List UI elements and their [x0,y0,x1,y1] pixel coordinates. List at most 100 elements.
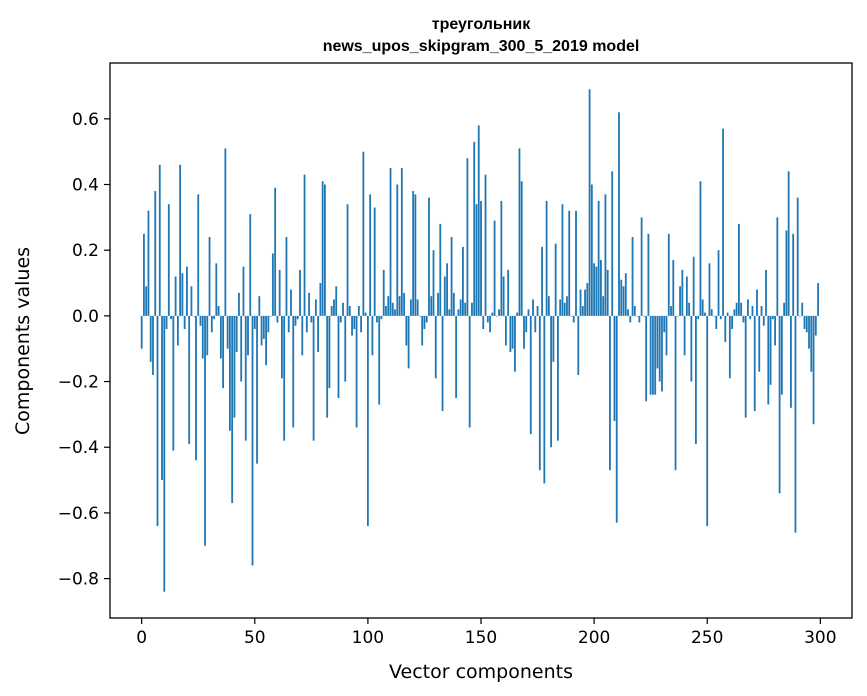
bar [480,200,482,316]
bar [520,181,523,316]
bar [817,283,819,316]
bar [357,306,360,316]
bar [722,128,724,316]
bar [674,315,677,471]
bar [808,315,810,349]
bar [403,292,405,316]
bar [244,315,247,441]
bar [292,315,295,428]
bar [319,283,322,316]
y-tick-label: 0.2 [72,241,99,261]
bar [165,315,168,330]
y-tick-label: 0.6 [72,110,99,130]
bar [713,315,715,317]
bar [760,306,763,316]
y-tick-label: 0.4 [72,176,99,196]
bar [751,306,754,316]
bar [310,315,313,323]
bar [579,289,582,316]
bar [695,315,697,444]
bar [801,302,804,316]
bar [774,315,776,346]
bar [710,309,713,316]
bar [423,315,426,330]
bar [206,315,209,356]
bar [715,315,718,330]
bar [228,315,231,431]
bar [240,315,243,382]
bar [638,315,641,323]
bar [385,306,387,316]
bar [364,312,367,316]
bar [771,315,774,320]
y-tick-label: −0.6 [58,504,99,524]
bar [432,250,435,316]
bar [369,194,372,316]
bar [473,141,476,316]
bar [652,315,654,395]
bar [489,315,491,333]
bar [450,237,453,316]
bar [559,299,562,316]
bar [217,306,220,316]
bar [414,194,417,316]
bar [416,299,419,316]
bar [344,315,347,382]
bar [186,266,188,316]
bar [428,197,430,316]
bar [581,306,584,316]
bar [486,315,489,323]
bar [226,315,229,349]
bar [769,315,772,385]
bar [624,273,627,316]
bar [697,315,700,320]
bar [330,306,333,316]
bar [398,296,401,316]
bar [676,315,679,317]
bar [762,315,765,326]
bar [740,302,743,316]
chart-title: треугольник [432,16,532,33]
bar [753,315,756,412]
bar [382,269,385,316]
bar [466,158,469,316]
bar [552,315,555,362]
bar [269,315,272,317]
bar [747,299,749,316]
bar [208,237,211,316]
bar [145,286,148,316]
bar [342,302,344,316]
y-axis-label: Components values [12,247,34,435]
bar [199,315,202,326]
bar [276,315,279,323]
bar [514,315,516,372]
bar [803,315,806,330]
bar [308,292,310,316]
bar [271,253,274,316]
bar [584,289,586,316]
bar [704,312,706,316]
bar [477,125,480,316]
bar [733,309,736,316]
bar [504,315,507,346]
bar [468,315,471,428]
bar [328,315,331,389]
bar [575,210,577,316]
bar [529,315,532,435]
bar [622,286,625,316]
bar [355,315,358,428]
bar [371,315,374,356]
bar [389,168,392,316]
bar [654,315,657,395]
bar [471,302,473,316]
bar [541,246,543,316]
x-tick-label: 0 [136,628,147,648]
bar [380,315,383,320]
bar [446,263,448,316]
y-tick-label: −0.2 [58,373,99,393]
bar [434,315,437,379]
bar [459,299,462,316]
bar [658,315,661,382]
y-tick-label: −0.8 [58,570,99,590]
